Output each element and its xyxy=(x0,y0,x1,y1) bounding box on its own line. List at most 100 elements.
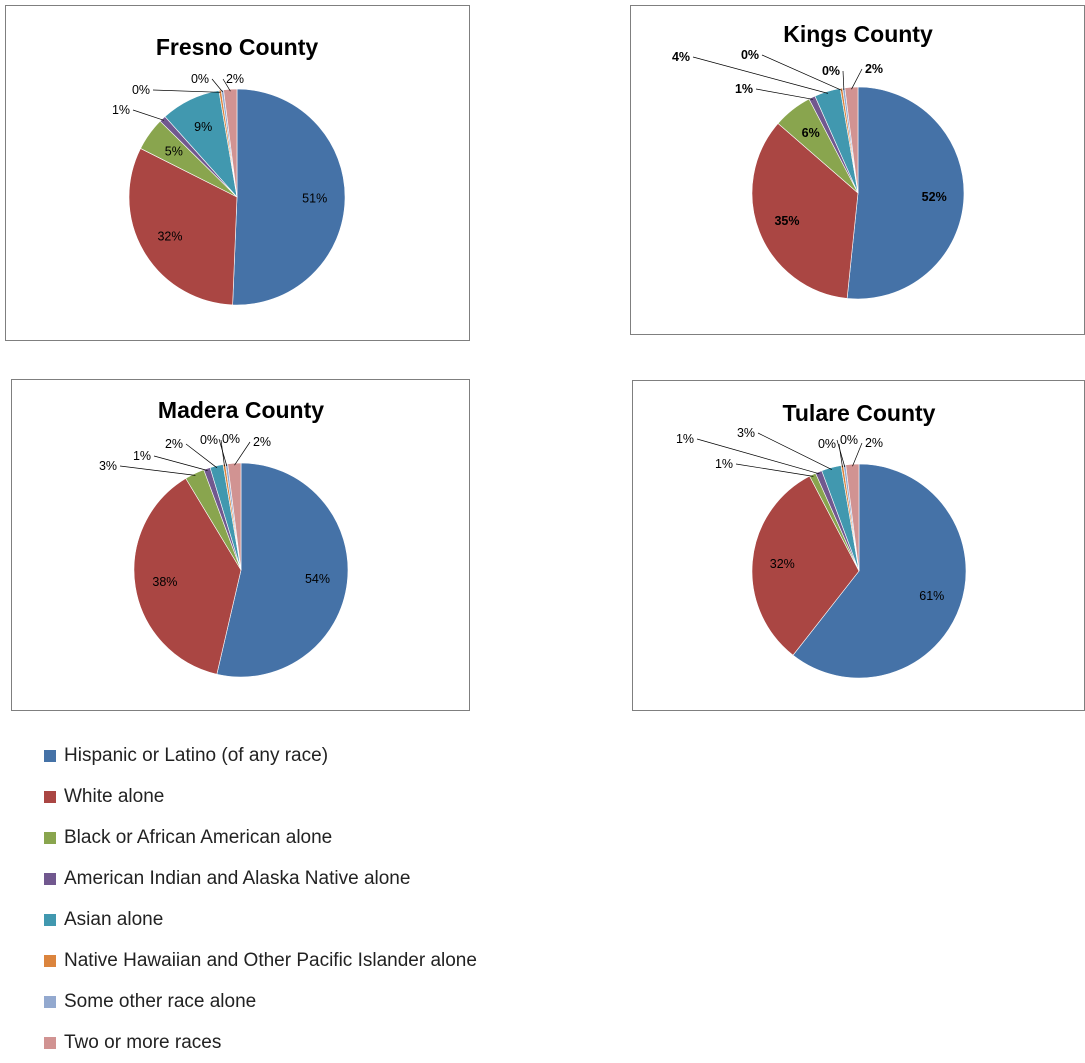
slice-label: 1% xyxy=(133,449,151,463)
chart-panel-2: Madera County 54% 38% 3% 1% 2% 0% 0% 2% xyxy=(11,379,470,711)
legend-item: American Indian and Alaska Native alone xyxy=(44,858,477,899)
slice-label: 32% xyxy=(157,229,182,243)
chart-title: Fresno County xyxy=(156,34,318,60)
legend-item: Black or African American alone xyxy=(44,817,477,858)
slice-label: 0% xyxy=(191,72,209,86)
leader-line xyxy=(761,54,842,91)
chart-panel-1: Kings County 52% 35% 6% 1% 4% 0% 0% 2% xyxy=(630,5,1085,335)
leader-line xyxy=(222,78,231,92)
slice-label: 52% xyxy=(922,190,947,204)
leader-line xyxy=(692,56,828,94)
leader-line xyxy=(234,441,251,466)
slice-label: 9% xyxy=(194,120,212,134)
legend-swatch xyxy=(44,872,56,885)
legend-item: White alone xyxy=(44,776,477,817)
chart-title: Madera County xyxy=(158,397,324,423)
legend: Hispanic or Latino (of any race) White a… xyxy=(44,735,477,1063)
slice-label: 3% xyxy=(99,459,117,473)
legend-label: American Indian and Alaska Native alone xyxy=(64,867,411,889)
leader-line xyxy=(153,455,208,471)
legend-item: Two or more races xyxy=(44,1022,477,1063)
leader-line xyxy=(152,89,221,93)
pie-chart-3: Tulare County 61% 32% 1% 1% 3% 0% 0% 2% xyxy=(676,400,967,679)
slice-label: 0% xyxy=(222,432,240,446)
legend-label: Asian alone xyxy=(64,908,164,930)
pie-slice xyxy=(846,86,965,300)
legend-swatch xyxy=(44,995,56,1008)
slice-label: 1% xyxy=(715,457,733,471)
legend-label: Hispanic or Latino (of any race) xyxy=(64,744,329,766)
leader-line xyxy=(185,443,218,469)
pie-chart-2: Madera County 54% 38% 3% 1% 2% 0% 0% 2% xyxy=(99,397,349,678)
pie-slice xyxy=(792,463,967,679)
legend-item: Some other race alone xyxy=(44,981,477,1022)
slice-label: 1% xyxy=(735,82,753,96)
slice-label: 2% xyxy=(865,62,883,76)
legend-item: Native Hawaiian and Other Pacific Island… xyxy=(44,940,477,981)
leader-line xyxy=(132,109,165,121)
chart-title: Tulare County xyxy=(783,400,936,426)
legend-label: Some other race alone xyxy=(64,990,257,1012)
chart-panel-3: Tulare County 61% 32% 1% 1% 3% 0% 0% 2% xyxy=(632,380,1085,711)
legend-swatch xyxy=(44,954,56,967)
leader-line xyxy=(211,78,223,93)
pie-slice xyxy=(751,123,859,299)
legend-swatch xyxy=(44,1036,56,1049)
slice-label: 2% xyxy=(865,436,883,450)
legend-swatch xyxy=(44,749,56,762)
slice-label: 1% xyxy=(676,432,694,446)
pie-slice xyxy=(845,463,860,572)
legend-item: Asian alone xyxy=(44,899,477,940)
leader-line xyxy=(851,68,863,90)
slice-label: 0% xyxy=(818,437,836,451)
pie-slice xyxy=(216,462,349,678)
slice-label: 1% xyxy=(112,103,130,117)
slice-label: 0% xyxy=(822,64,840,78)
pie-slice xyxy=(227,462,242,571)
legend-label: Black or African American alone xyxy=(64,826,333,848)
pie-slice xyxy=(751,475,860,656)
slice-label: 0% xyxy=(741,48,759,62)
slice-label: 2% xyxy=(226,72,244,86)
slice-label: 3% xyxy=(737,426,755,440)
slice-label: 51% xyxy=(302,192,327,206)
pie-slice xyxy=(223,88,238,198)
pie-slice xyxy=(133,477,242,675)
leader-line xyxy=(836,439,846,468)
pie-slice xyxy=(232,88,346,306)
slice-label: 0% xyxy=(200,433,218,447)
slice-label: 2% xyxy=(165,437,183,451)
slice-label: 32% xyxy=(770,557,795,571)
leader-line xyxy=(757,432,832,470)
legend-swatch xyxy=(44,913,56,926)
pie-slice xyxy=(844,86,859,194)
pie-slice xyxy=(128,148,238,306)
legend-swatch xyxy=(44,831,56,844)
leader-line xyxy=(735,463,814,477)
pie-chart-1: Kings County 52% 35% 6% 1% 4% 0% 0% 2% xyxy=(672,21,965,300)
slice-label: 0% xyxy=(840,433,858,447)
slice-label: 54% xyxy=(305,572,330,586)
leader-line xyxy=(755,88,813,100)
leader-line xyxy=(852,442,863,467)
legend-label: White alone xyxy=(64,785,165,807)
leader-line xyxy=(842,70,845,91)
slice-label: 6% xyxy=(802,126,820,140)
chart-title: Kings County xyxy=(783,21,933,47)
slice-label: 4% xyxy=(672,50,690,64)
leader-line xyxy=(119,465,196,476)
legend-label: Native Hawaiian and Other Pacific Island… xyxy=(64,949,477,971)
slice-label: 0% xyxy=(132,83,150,97)
leader-line xyxy=(218,438,228,467)
chart-panel-0: Fresno County 51% 32% 5% 1% 9% 0% 0% 2% xyxy=(5,5,470,341)
slice-label: 35% xyxy=(774,214,799,228)
legend-item: Hispanic or Latino (of any race) xyxy=(44,735,477,776)
slice-label: 2% xyxy=(253,435,271,449)
leader-line xyxy=(696,438,820,475)
legend-label: Two or more races xyxy=(64,1031,222,1053)
slice-label: 5% xyxy=(165,145,183,159)
slice-label: 38% xyxy=(152,575,177,589)
pie-chart-0: Fresno County 51% 32% 5% 1% 9% 0% 0% 2% xyxy=(112,34,346,306)
legend-swatch xyxy=(44,790,56,803)
slice-label: 61% xyxy=(919,589,944,603)
